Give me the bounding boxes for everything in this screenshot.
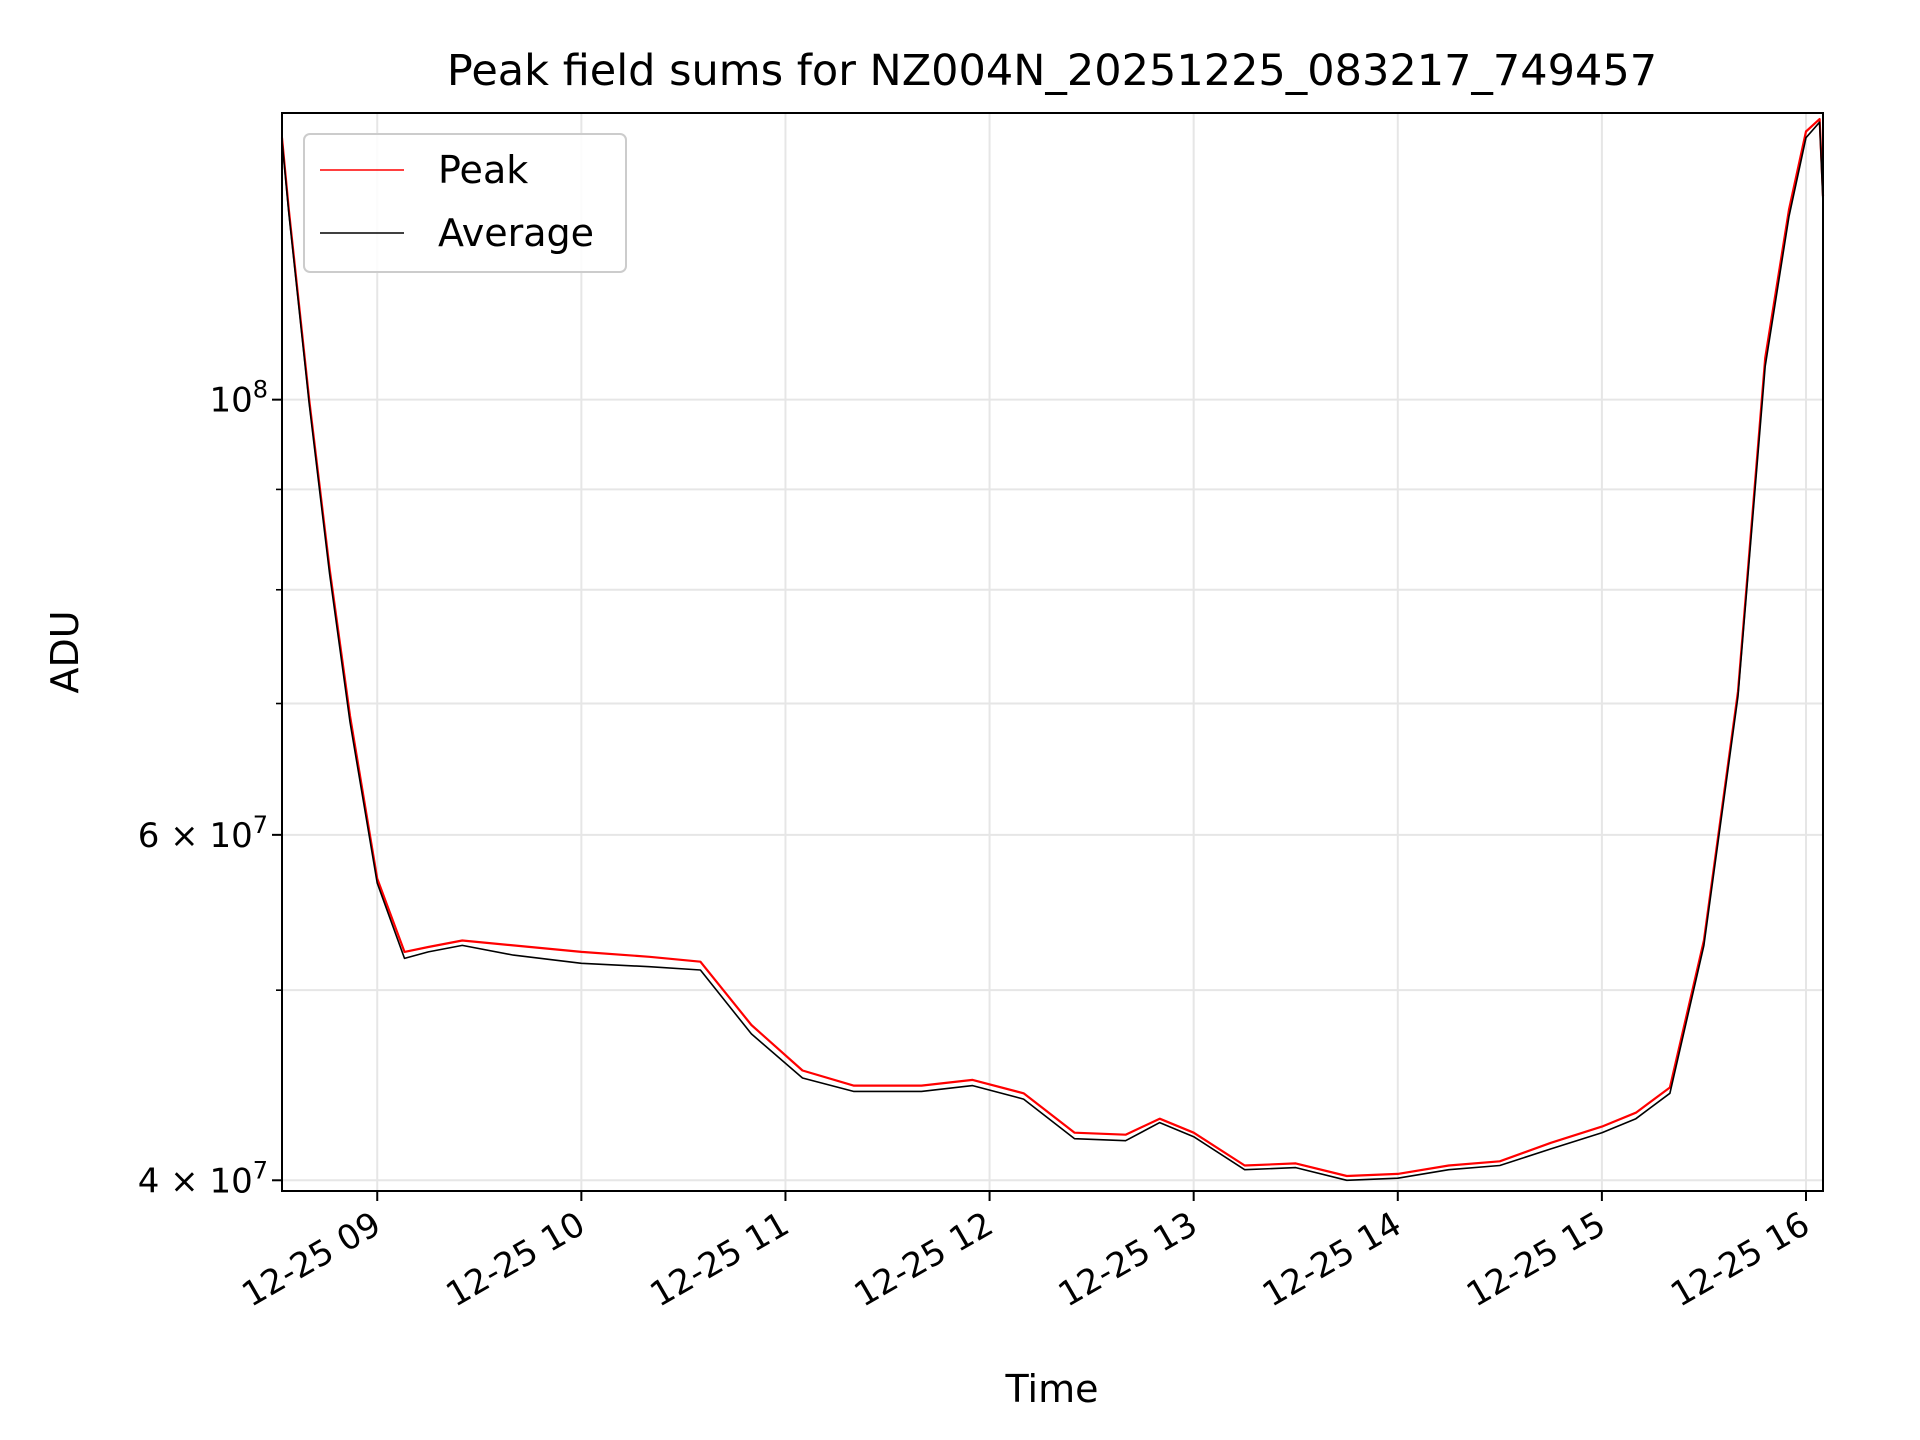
- series-layer: [280, 117, 1825, 1182]
- legend-label-peak: Peak: [438, 148, 528, 192]
- series-line-average: [281, 121, 1824, 1182]
- y-tick-label: 108: [209, 376, 268, 421]
- legend: Peak Average: [303, 133, 627, 273]
- series-line-peak: [280, 117, 1825, 1178]
- chart-title: Peak field sums for NZ004N_20251225_0832…: [447, 46, 1657, 96]
- legend-label-average: Average: [438, 211, 594, 255]
- plot-frame: [281, 112, 1824, 1192]
- y-tick-label: 6 × 107: [138, 811, 268, 856]
- grid: [282, 113, 1823, 1191]
- legend-box: [303, 133, 627, 273]
- y-axis-label: ADU: [43, 610, 87, 693]
- y-tick-label: 4 × 107: [138, 1156, 268, 1201]
- x-axis-label: Time: [1005, 1367, 1099, 1411]
